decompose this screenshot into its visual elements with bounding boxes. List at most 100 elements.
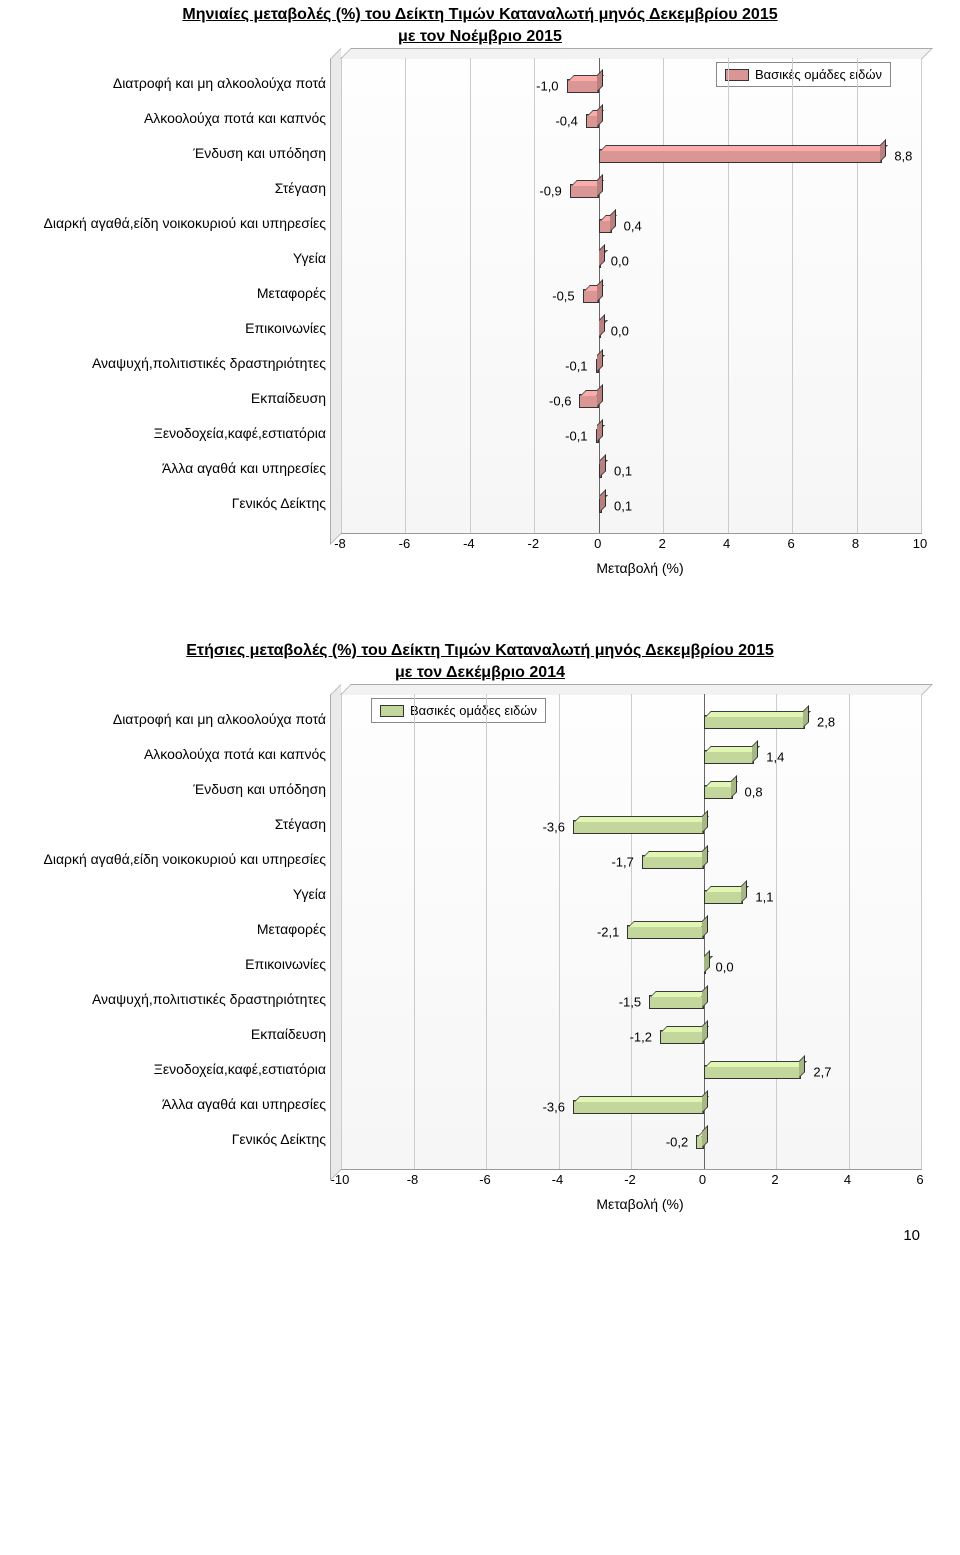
x-tick-label: -6: [479, 1172, 491, 1187]
chart1-x-ticks: -8-6-4-20246810: [340, 534, 920, 554]
chart1-title-line2: με τον Νοέμβριο 2015: [398, 28, 562, 45]
category-label: Υγεία: [20, 251, 334, 266]
x-tick-label: 6: [916, 1172, 923, 1187]
category-label: Διατροφή και μη αλκοολούχα ποτά: [20, 76, 334, 91]
bar: [704, 715, 806, 729]
bar: [579, 394, 598, 408]
chart2-title-line1: Ετήσιες μεταβολές (%) του Δείκτη Τιμών Κ…: [186, 642, 774, 659]
value-label: 0,1: [614, 463, 632, 478]
value-label: 0,4: [624, 218, 642, 233]
bar: [704, 890, 744, 904]
gridline: [341, 694, 342, 1169]
category-label: Επικοινωνίες: [20, 957, 334, 972]
gridline: [792, 58, 793, 533]
chart2: Διατροφή και μη αλκοολούχα ποτάΑλκοολούχ…: [20, 693, 940, 1212]
bar: [660, 1030, 704, 1044]
x-tick-label: -8: [334, 536, 346, 551]
category-label: Ένδυση και υπόδηση: [20, 146, 334, 161]
bar: [596, 429, 599, 443]
gridline: [470, 58, 471, 533]
bar: [583, 289, 599, 303]
category-label: Γενικός Δείκτης: [20, 1132, 334, 1147]
gridline: [341, 58, 342, 533]
chart1-title-line1: Μηνιαίες μεταβολές (%) του Δείκτη Τιμών …: [182, 6, 777, 23]
x-tick-label: 0: [699, 1172, 706, 1187]
value-label: -0,4: [555, 113, 577, 128]
value-label: -1,7: [611, 854, 633, 869]
x-tick-label: 0: [594, 536, 601, 551]
gridline: [414, 694, 415, 1169]
value-label: -3,6: [543, 819, 565, 834]
bar: [599, 324, 601, 338]
value-label: -0,6: [549, 393, 571, 408]
category-label: Αλκοολούχα ποτά και καπνός: [20, 747, 334, 762]
bar: [649, 995, 703, 1009]
value-label: -0,2: [666, 1134, 688, 1149]
x-tick-label: 4: [844, 1172, 851, 1187]
gridline: [486, 694, 487, 1169]
value-label: 0,0: [716, 959, 734, 974]
category-label: Μεταφορές: [20, 286, 334, 301]
gridline: [921, 694, 922, 1169]
value-label: -3,6: [543, 1099, 565, 1114]
value-label: -0,9: [539, 183, 561, 198]
bar: [573, 820, 704, 834]
value-label: 0,1: [614, 498, 632, 513]
value-label: 2,8: [817, 714, 835, 729]
value-label: 1,4: [766, 749, 784, 764]
x-tick-label: 2: [771, 1172, 778, 1187]
category-label: Ένδυση και υπόδηση: [20, 782, 334, 797]
gridline: [663, 58, 664, 533]
category-label: Διαρκή αγαθά,είδη νοικοκυριού και υπηρεσ…: [20, 216, 334, 231]
category-label: Επικοινωνίες: [20, 321, 334, 336]
bar: [627, 925, 703, 939]
value-label: -1,2: [630, 1029, 652, 1044]
chart1-x-axis-label: Μεταβολή (%): [340, 554, 940, 576]
bar: [599, 254, 601, 268]
bar: [642, 855, 704, 869]
x-tick-label: -10: [331, 1172, 350, 1187]
x-tick-label: 2: [659, 536, 666, 551]
chart1-legend: Βασικές ομάδες ειδών: [716, 62, 891, 87]
bar: [573, 1100, 704, 1114]
category-label: Εκπαίδευση: [20, 391, 334, 406]
value-label: 0,0: [611, 253, 629, 268]
bar: [704, 785, 733, 799]
value-label: 1,1: [755, 889, 773, 904]
x-tick-label: 4: [723, 536, 730, 551]
x-tick-label: -6: [399, 536, 411, 551]
chart2-x-ticks: -10-8-6-4-20246: [340, 1170, 920, 1190]
bar: [599, 464, 602, 478]
gridline: [921, 58, 922, 533]
bar: [596, 359, 599, 373]
x-tick-label: 10: [913, 536, 927, 551]
bar: [696, 1135, 703, 1149]
gridline: [534, 58, 535, 533]
chart2-legend-label: Βασικές ομάδες ειδών: [410, 703, 537, 718]
category-label: Αλκοολούχα ποτά και καπνός: [20, 111, 334, 126]
category-label: Εκπαίδευση: [20, 1027, 334, 1042]
gridline: [776, 694, 777, 1169]
value-label: -1,5: [619, 994, 641, 1009]
x-tick-label: -4: [552, 1172, 564, 1187]
bar: [599, 149, 883, 163]
category-label: Γενικός Δείκτης: [20, 496, 334, 511]
category-label: Διαρκή αγαθά,είδη νοικοκυριού και υπηρεσ…: [20, 852, 334, 867]
page-number: 10: [903, 1227, 920, 1244]
category-label: Ξενοδοχεία,καφέ,εστιατόρια: [20, 426, 334, 441]
x-tick-label: 8: [852, 536, 859, 551]
chart2-title-line2: με τον Δεκέμβριο 2014: [395, 664, 565, 681]
value-label: -0,1: [565, 428, 587, 443]
x-tick-label: -4: [463, 536, 475, 551]
category-label: Στέγαση: [20, 181, 334, 196]
chart2-plot-area: Βασικές ομάδες ειδών 2,8 1,4 0,8 -3,6 -1,7 1,…: [340, 693, 922, 1170]
value-label: 0,8: [745, 784, 763, 799]
value-label: -0,5: [552, 288, 574, 303]
x-tick-label: -2: [528, 536, 540, 551]
bar: [704, 960, 706, 974]
chart1: Διατροφή και μη αλκοολούχα ποτά Αλκοολούχ…: [20, 57, 940, 576]
category-label: Μεταφορές: [20, 922, 334, 937]
category-label: Αναψυχή,πολιτιστικές δραστηριότητες: [20, 992, 334, 1007]
gridline: [559, 694, 560, 1169]
bar: [704, 1065, 802, 1079]
